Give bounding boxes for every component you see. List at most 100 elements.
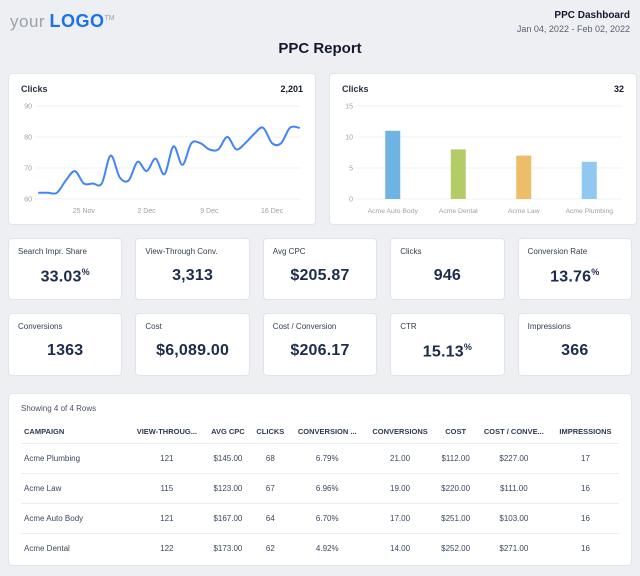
- kpi-card-avg-cpc: Avg CPC $205.87: [262, 238, 378, 301]
- value-cell: $145.00: [213, 453, 243, 463]
- svg-text:70: 70: [24, 166, 32, 173]
- column-header-impressions[interactable]: IMPRESSIONS: [559, 426, 612, 436]
- kpi-value: $206.17: [290, 342, 350, 360]
- value-cell: $103.00: [499, 513, 529, 523]
- kpi-label: Conversions: [18, 322, 63, 332]
- column-header-conversion[interactable]: CONVERSION ...: [297, 426, 357, 436]
- bar-acme-auto-body: [385, 130, 401, 199]
- svg-text:Acme Auto Body: Acme Auto Body: [368, 208, 419, 215]
- value-cell: 6.79%: [315, 453, 339, 463]
- value-cell: $271.00: [499, 543, 529, 553]
- value-cell: 64: [265, 513, 275, 523]
- trademark-symbol: TM: [104, 15, 115, 22]
- kpi-value: 33.03%: [40, 267, 90, 286]
- kpi-card-conversions: Conversions 1363: [8, 313, 123, 376]
- value-cell: $251.00: [441, 513, 471, 523]
- column-header-cost-conve[interactable]: COST / CONVE...: [483, 426, 544, 436]
- page-title: PPC Report: [278, 40, 362, 57]
- kpi-card-cost: Cost $6,089.00: [135, 313, 250, 376]
- column-header-cost[interactable]: COST: [445, 426, 467, 436]
- value-cell: $252.00: [441, 543, 471, 553]
- table-row-count: Showing 4 of 4 Rows: [21, 403, 97, 413]
- value-cell: 68: [265, 453, 275, 463]
- svg-text:90: 90: [24, 104, 32, 111]
- kpi-value: 1363: [46, 342, 84, 360]
- bar-chart-total: 32: [613, 84, 624, 94]
- column-header-conversions[interactable]: CONVERSIONS: [372, 426, 428, 436]
- value-cell: 122: [160, 543, 174, 553]
- svg-text:2 Dec: 2 Dec: [137, 208, 156, 215]
- value-cell: 21.00: [390, 453, 411, 463]
- line-chart-title: Clicks: [21, 84, 48, 94]
- campaign-table: CAMPAIGN VIEW-THROUG... AVG CPC CLICKS CONVE…: [21, 422, 619, 563]
- clicks-line-chart: 60 70 80 90 25 Nov 2 Dec 9 Dec 16 Dec: [24, 104, 301, 215]
- kpi-card-conversion-rate: Conversion Rate 13.76%: [517, 238, 632, 301]
- table-row-acme-dental: Acme Dental 122 $173.00 62 4.92% 14.00 $252.00…: [21, 533, 619, 563]
- value-cell: 4.92%: [315, 543, 339, 553]
- kpi-value: 13.76%: [550, 267, 600, 286]
- column-header-view-throug[interactable]: VIEW-THROUG...: [136, 426, 197, 436]
- value-cell: $173.00: [213, 543, 243, 553]
- value-cell: 6.96%: [315, 483, 339, 493]
- date-range: Jan 04, 2022 - Feb 02, 2022: [516, 24, 630, 34]
- svg-text:5: 5: [349, 166, 353, 173]
- logo-word-logo: LOGO: [49, 11, 105, 31]
- table-row-acme-plumbing: Acme Plumbing 121 $145.00 68 6.79% 21.00 $112.…: [21, 443, 619, 473]
- bar-acme-plumbing: [581, 161, 597, 199]
- kpi-label: Cost: [145, 322, 162, 332]
- clicks-bar-chart: 0 5 10 15 Acme Auto Body Acme Dental Acme Law A…: [345, 104, 622, 215]
- svg-text:9 Dec: 9 Dec: [200, 208, 219, 215]
- kpi-card-impressions: Impressions 366: [517, 313, 632, 376]
- report-header: your LOGOTM PPC Dashboard Jan 04, 2022 -…: [8, 8, 632, 34]
- value-cell: 17.00: [390, 513, 411, 523]
- kpi-label: Conversion Rate: [527, 247, 588, 256]
- kpi-label: CTR: [400, 322, 417, 332]
- value-cell: 6.70%: [315, 513, 339, 523]
- campaign-cell: Acme Plumbing: [24, 453, 81, 463]
- kpi-label: Cost / Conversion: [272, 322, 337, 332]
- bar-acme-law: [516, 155, 532, 199]
- kpi-value: 366: [561, 342, 589, 360]
- charts-row: Clicks 2,201 60 70 80 90 25 Nov 2 Dec 9 Dec 16 …: [8, 73, 637, 225]
- svg-text:Acme Dental: Acme Dental: [439, 208, 478, 215]
- kpi-value: $205.87: [290, 267, 350, 284]
- value-cell: $123.00: [213, 483, 243, 493]
- kpi-grid: Search Impr. Share 33.03% View-Through Con…: [8, 238, 632, 376]
- campaign-table-header: CAMPAIGN VIEW-THROUG... AVG CPC CLICKS CONVE…: [21, 422, 619, 444]
- value-cell: $227.00: [499, 453, 529, 463]
- kpi-card-ctr: CTR 15.13%: [390, 313, 505, 376]
- kpi-card-cost-conversion: Cost / Conversion $206.17: [262, 313, 378, 376]
- clicks-line-chart-card: Clicks 2,201 60 70 80 90 25 Nov 2 Dec 9 Dec 16 …: [8, 73, 316, 225]
- value-cell: 67: [265, 483, 275, 493]
- campaign-table-body: Acme Plumbing 121 $145.00 68 6.79% 21.00 $112.…: [21, 443, 619, 563]
- svg-text:15: 15: [345, 104, 353, 111]
- column-header-clicks[interactable]: CLICKS: [256, 426, 285, 436]
- kpi-label: Impressions: [527, 322, 571, 332]
- kpi-card-view-through-conv: View-Through Conv. 3,313: [135, 238, 250, 301]
- column-header-avg-cpc[interactable]: AVG CPC: [211, 426, 245, 436]
- svg-text:25 Nov: 25 Nov: [73, 208, 96, 215]
- svg-text:10: 10: [345, 135, 353, 142]
- value-cell: $112.00: [441, 453, 470, 463]
- value-cell: 121: [160, 513, 174, 523]
- campaign-table-card: Showing 4 of 4 Rows CAMPAIGN VIEW-THROUG.…: [8, 392, 632, 566]
- value-cell: $167.00: [213, 513, 243, 523]
- value-cell: $111.00: [499, 483, 528, 493]
- value-cell: 16: [581, 513, 590, 523]
- value-cell: 16: [581, 543, 590, 553]
- bar-chart-title: Clicks: [342, 84, 369, 94]
- column-header-campaign[interactable]: CAMPAIGN: [24, 426, 65, 436]
- table-row-acme-law: Acme Law 115 $123.00 67 6.96% 19.00 $220.00 $11…: [21, 473, 619, 503]
- kpi-value: 3,313: [172, 267, 214, 284]
- value-cell: 115: [160, 483, 174, 493]
- kpi-value: 946: [433, 267, 462, 284]
- value-cell: 121: [160, 453, 174, 463]
- value-cell: $220.00: [441, 483, 471, 493]
- header-meta: PPC Dashboard Jan 04, 2022 - Feb 02, 202…: [517, 10, 630, 34]
- company-logo: your LOGOTM: [10, 10, 115, 34]
- svg-text:80: 80: [24, 135, 32, 142]
- kpi-card-clicks: Clicks 946: [390, 238, 505, 301]
- table-row-acme-auto-body: Acme Auto Body 121 $167.00 64 6.70% 17.00 $251…: [21, 503, 619, 533]
- clicks-bar-chart-card: Clicks 32 0 5 10 15 Acme Auto Body Acme Denta…: [329, 73, 637, 225]
